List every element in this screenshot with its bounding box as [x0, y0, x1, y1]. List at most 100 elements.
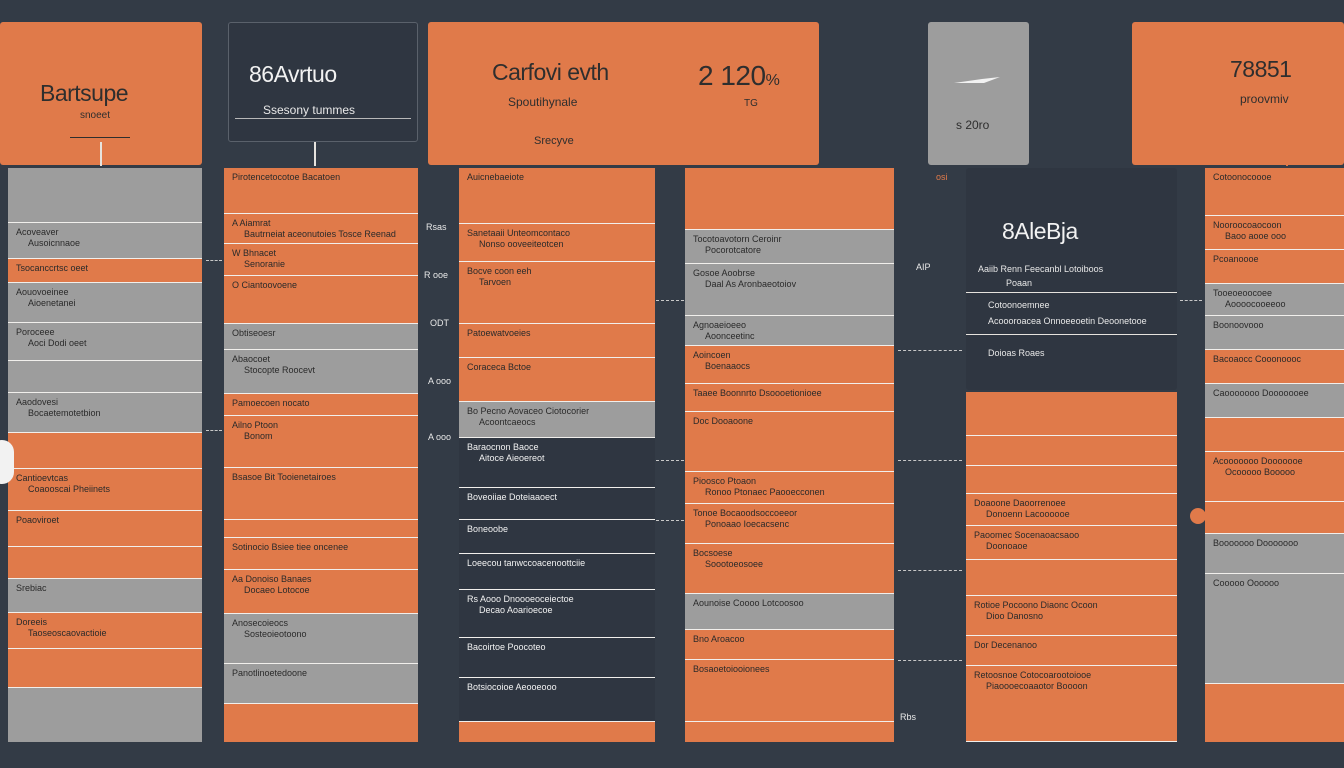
col1-row-6[interactable]	[8, 361, 202, 393]
col4-row-8[interactable]: Pioosco Ptoaon Ronoo Ptonaec Paooecconen	[685, 472, 894, 504]
col3-row-7[interactable]: Baraocnon Baoce Aitoce Aieoereot	[459, 438, 655, 488]
col6-row-1[interactable]: Cotoonocoooe	[1205, 168, 1344, 216]
col5-row-6[interactable]	[966, 560, 1177, 596]
col2-row-6[interactable]: Abaocoet Stocopte Roocevt	[224, 350, 418, 394]
header-card-2[interactable]: 86Avrtuo Ssesony tummes	[228, 22, 418, 142]
col3-row-3[interactable]: Bocve coon eeh Tarvoen	[459, 262, 655, 324]
col1-row-10[interactable]: Poaoviroet	[8, 511, 202, 547]
col3-row-2[interactable]: Sanetaaii Unteomcontaco Nonso ooveeiteotc…	[459, 224, 655, 262]
col2-row-5[interactable]: Obtiseoesr	[224, 324, 418, 350]
col1-row-2[interactable]: Acoveaver Ausoicnnaoe	[8, 223, 202, 259]
col6-row-7[interactable]: Caooooooo Dooooooee	[1205, 384, 1344, 418]
col3-row-5[interactable]: Coraceca Bctoe	[459, 358, 655, 402]
col2-row-1[interactable]: Pirotencetocotoe Bacatoen	[224, 168, 418, 214]
col2-row-11[interactable]: Sotinocio Bsiee tiee oncenee	[224, 538, 418, 570]
col5-row-2[interactable]	[966, 436, 1177, 466]
col2-row-13[interactable]: Anosecoieocs Sosteoieotoono	[224, 614, 418, 664]
header-card-4[interactable]: s 20ro	[928, 22, 1029, 165]
col3-row-12[interactable]: Bacoirtoe Poocoteo	[459, 638, 655, 678]
side-bubble-1[interactable]	[1190, 508, 1206, 524]
column-5-title: 8AleBja	[1002, 218, 1078, 244]
col6-row-6[interactable]: Bacoaocc Cooonoooc	[1205, 350, 1344, 384]
col2-row-9[interactable]: Bsasoe Bit Tooienetairoes	[224, 468, 418, 520]
col5-row-1[interactable]	[966, 392, 1177, 436]
col2-row-14[interactable]: Panotlinoetedoone	[224, 664, 418, 704]
side-bubble-2[interactable]	[0, 440, 14, 484]
col5-row-7-detail: Dioo Danosno	[986, 611, 1044, 621]
col6-row-3[interactable]: Pcoanoooe	[1205, 250, 1344, 284]
col5-row-3[interactable]	[966, 466, 1177, 494]
col2-row-8[interactable]: Ailno Ptoon Bonom	[224, 416, 418, 468]
col5-row-4[interactable]: Doaoone Daoorrenoee Donoenn Lacoooooe	[966, 494, 1177, 526]
col6-row-5[interactable]: Boonoovooo	[1205, 316, 1344, 350]
col4-row-4[interactable]: Agnoaeioeeo Aoonceetinc	[685, 316, 894, 346]
col4-row-3[interactable]: Gosoe Aoobrse Daal As Aronbaeotoiov	[685, 264, 894, 316]
col4-row-10-label: Bocsoese	[693, 548, 733, 558]
col2-row-7[interactable]: Pamoecoen nocato	[224, 394, 418, 416]
side-label-5: A ooo	[428, 432, 452, 442]
col6-row-11[interactable]: Booooooo Dooooooo	[1205, 534, 1344, 574]
col6-row-4[interactable]: Tooeoeoocoee Aoooocooeeoo	[1205, 284, 1344, 316]
col4-row-2[interactable]: Tocotoavotorn Ceroinr Pocorotcatore	[685, 230, 894, 264]
col6-row-11-label: Booooooo Dooooooo	[1213, 538, 1299, 548]
col4-row-12[interactable]: Bno Aroacoo	[685, 630, 894, 660]
col3-row-8[interactable]: Boveoiiae Doteiaaoect	[459, 488, 655, 520]
col4-row-9[interactable]: Tonoe Bocaoodsoccoeeor Ponoaao Ioecacsenc	[685, 504, 894, 544]
col3-row-6[interactable]: Bo Pecno Aovaceo Ciotocorier Acoontcaeocs	[459, 402, 655, 438]
header-card-1-title: Bartsupe	[40, 80, 129, 106]
col1-row-3[interactable]: Tsocanccrtsc oeet	[8, 259, 202, 283]
col1-row-9[interactable]: Cantioevtcas Coaooscai Pheiinets	[8, 469, 202, 511]
col6-row-10[interactable]	[1205, 502, 1344, 534]
col3-row-1[interactable]: Auicnebaeiote	[459, 168, 655, 224]
col5-row-9-detail: Piaoooecoaaotor Boooon	[986, 681, 1088, 691]
col1-row-14[interactable]	[8, 649, 202, 688]
col1-row-12[interactable]: Srebiac	[8, 579, 202, 613]
header-card-3-subtitle-2: Srecyve	[534, 135, 574, 147]
col2-row-10[interactable]	[224, 520, 418, 538]
trend-arrow-icon	[952, 74, 1002, 84]
column-5-header[interactable]: 8AleBja Aaiib Renn Feecanbl Lotoiboos Po…	[966, 168, 1177, 390]
col2-row-12-detail: Docaeo Lotocoe	[244, 585, 310, 595]
col1-row-7[interactable]: Aaodovesi Bocaetemotetbion	[8, 393, 202, 433]
col2-row-8-label: Ailno Ptoon	[232, 420, 279, 430]
col6-row-9[interactable]: Acooooooo Dooooooe Ocooooo Booooo	[1205, 452, 1344, 502]
col2-row-2[interactable]: A Aiamrat Bautrneiat aceonutoies Tosce Re…	[224, 214, 418, 244]
col2-row-12[interactable]: Aa Donoiso Banaes Docaeo Lotocoe	[224, 570, 418, 614]
col4-row-12-label: Bno Aroacoo	[693, 634, 745, 644]
col4-row-7[interactable]: Doc Dooaoone	[685, 412, 894, 472]
col2-row-3[interactable]: W Bhnacet Senoranie	[224, 244, 418, 276]
col3-row-9[interactable]: Boneoobe	[459, 520, 655, 554]
column-5-divider-2	[966, 334, 1177, 335]
header-card-1[interactable]: Bartsupe snoeet	[0, 22, 202, 165]
col1-row-1[interactable]	[8, 168, 202, 223]
column-5-item-1b: Acoooroacea Onnoeeoetin Deoonetooe	[988, 316, 1147, 326]
col4-row-10[interactable]: Bocsoese Soootoeosoee	[685, 544, 894, 594]
col4-row-5[interactable]: Aoincoen Boenaaocs	[685, 346, 894, 384]
col6-row-2[interactable]: Nooroocoaocoon Baoo aooe ooo	[1205, 216, 1344, 250]
col3-row-13[interactable]: Botsiocoioe Aeooeooo	[459, 678, 655, 722]
column-6: Cotoonocoooe Nooroocoaocoon Baoo aooe ooo P…	[1205, 168, 1344, 742]
col4-row-6[interactable]: Taaee Boonnrto Dsoooetionioee	[685, 384, 894, 412]
col4-row-11[interactable]: Aounoise Coooo Lotcoosoo	[685, 594, 894, 630]
col3-row-11[interactable]: Rs Aooo Dnoooeoceiectoe Decao Aoarioecoe	[459, 590, 655, 638]
col4-row-1[interactable]	[685, 168, 894, 230]
col5-row-7[interactable]: Rotioe Pocoono Diaonc Ocoon Dioo Danosno	[966, 596, 1177, 636]
col3-row-4[interactable]: Patoewatvoeies	[459, 324, 655, 358]
col5-row-9[interactable]: Retoosnoe Cotocoarootoiooe Piaoooecoaaoto…	[966, 666, 1177, 742]
col1-row-8[interactable]	[8, 433, 202, 469]
col1-row-13[interactable]: Doreeis Taoseoscaovactioie	[8, 613, 202, 649]
col4-row-13[interactable]: Bosaoetoiooionees	[685, 660, 894, 722]
col6-row-8[interactable]	[1205, 418, 1344, 452]
col1-row-11[interactable]	[8, 547, 202, 579]
col1-row-5[interactable]: Poroceee Aoci Dodi oeet	[8, 323, 202, 361]
col5-row-5[interactable]: Paoomec Socenaoacsaoo Doonoaoe	[966, 526, 1177, 560]
col2-row-4[interactable]: O Ciantoovoene	[224, 276, 418, 324]
col1-row-4[interactable]: Aouovoeinee Aioenetanei	[8, 283, 202, 323]
col2-row-13-label: Anosecoieocs	[232, 618, 289, 628]
header-card-3[interactable]: Carfovi evth Spoutihynale Srecyve 2 120%…	[428, 22, 819, 165]
header-card-5[interactable]: 78851 proovmiv	[1132, 22, 1344, 165]
col5-row-8[interactable]: Dor Decenanoo	[966, 636, 1177, 666]
col3-row-10[interactable]: Loeecou tanwccoacenoottciie	[459, 554, 655, 590]
col3-row-11-label: Rs Aooo Dnoooeoceiectoe	[467, 594, 574, 604]
col6-row-12[interactable]: Cooooo Oooooo	[1205, 574, 1344, 684]
